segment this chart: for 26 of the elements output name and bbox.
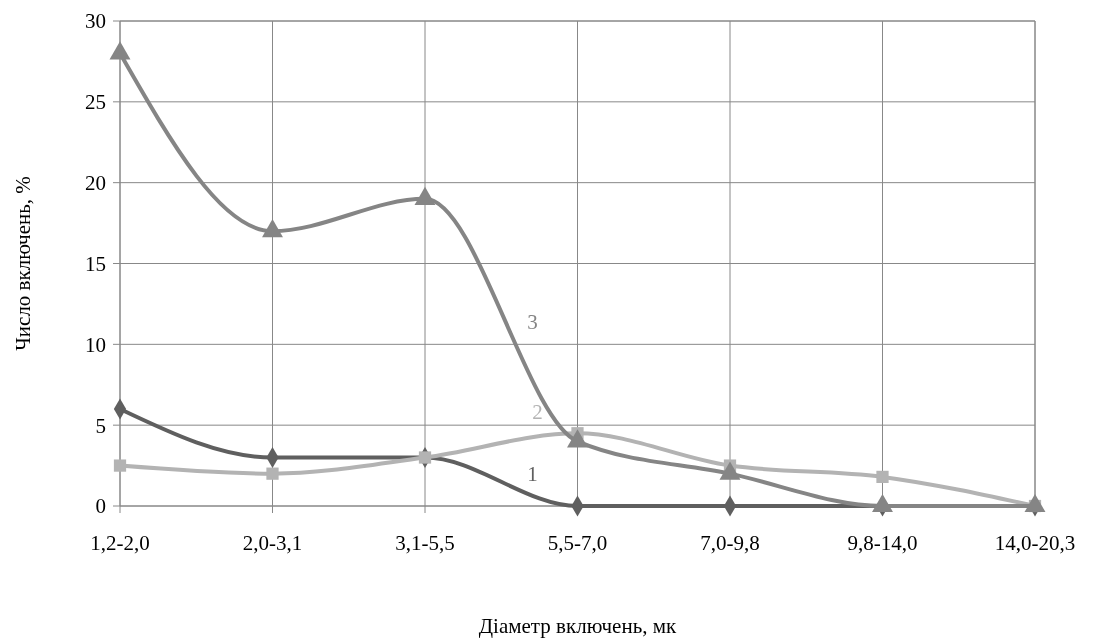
y-tick-label: 20 <box>85 171 106 196</box>
x-axis-title: Діаметр включень, мк <box>478 614 678 638</box>
x-tick-label: 1,2-2,0 <box>90 531 150 555</box>
series-label: 2 <box>532 400 543 425</box>
point <box>113 459 127 472</box>
x-tick-label: 2,0-3,1 <box>242 531 303 555</box>
y-tick-label: 5 <box>95 413 106 438</box>
x-tick-label: 7,0-9,8 <box>700 531 760 555</box>
y-tick-label: 25 <box>85 90 106 115</box>
y-tick-label: 10 <box>85 332 106 357</box>
point <box>418 451 432 464</box>
y-axis-title: Число включень, % <box>11 176 35 351</box>
x-tick-label: 9,8-14,0 <box>847 531 918 555</box>
point <box>876 470 889 484</box>
point <box>109 41 131 60</box>
x-tick-label: 14,0-20,3 <box>994 531 1076 555</box>
point <box>266 467 279 480</box>
series-label: 1 <box>527 462 538 486</box>
y-tick-label: 15 <box>85 251 106 276</box>
y-tick-label: 0 <box>95 494 106 519</box>
x-tick-label: 3,1-5,5 <box>395 531 455 555</box>
y-tick-label: 30 <box>85 9 106 34</box>
series-label: 3 <box>527 310 538 335</box>
x-tick-label: 5,5-7,0 <box>547 531 608 555</box>
point <box>262 219 283 238</box>
point <box>414 186 436 205</box>
